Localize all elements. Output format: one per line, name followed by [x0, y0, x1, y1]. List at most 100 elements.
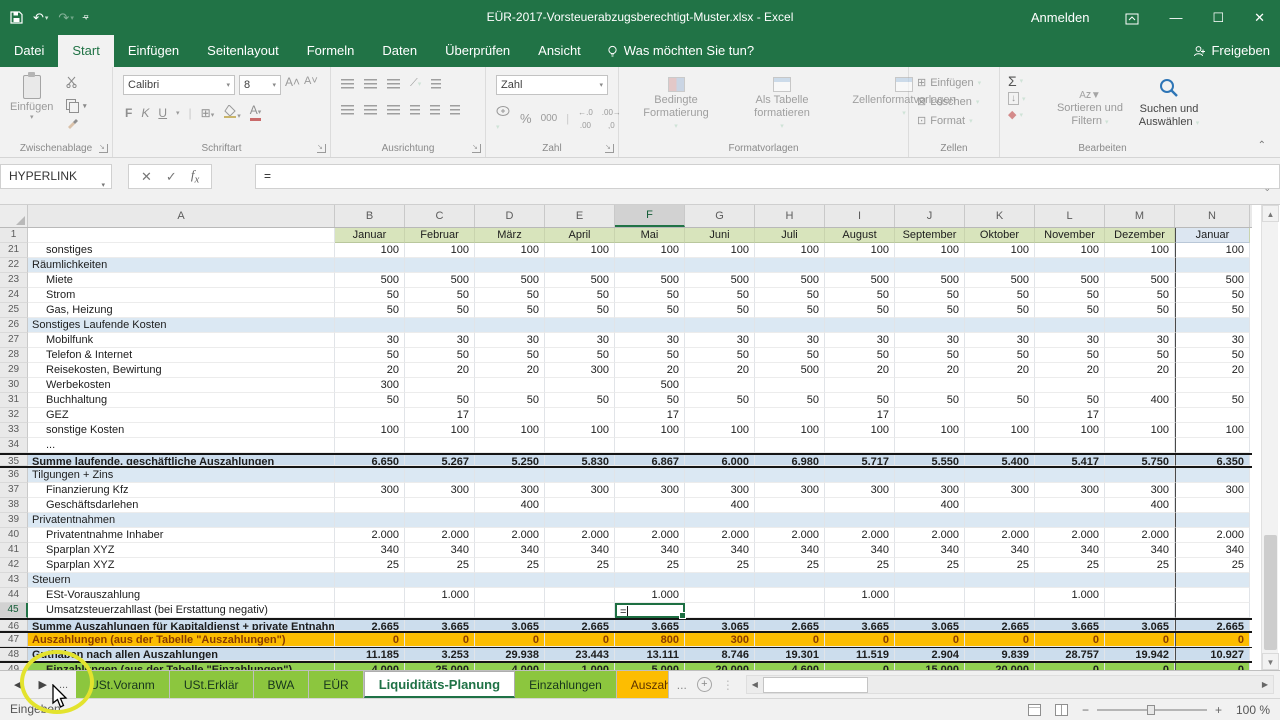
cell-C39[interactable]: [405, 513, 475, 528]
cell-M42[interactable]: 25: [1105, 558, 1175, 573]
cell-K27[interactable]: 30: [965, 333, 1035, 348]
cell-L44[interactable]: 1.000: [1035, 588, 1105, 603]
cell-A45[interactable]: Umsatzsteuerzahllast (bei Erstattung neg…: [28, 603, 335, 618]
cell-A46[interactable]: Summe Auszahlungen für Kapitaldienst + p…: [28, 620, 335, 631]
redo-button[interactable]: ↷ ▾: [58, 9, 74, 25]
cell-B26[interactable]: [335, 318, 405, 333]
cell-B25[interactable]: 50: [335, 303, 405, 318]
cell-J22[interactable]: [895, 258, 965, 273]
cell-C25[interactable]: 50: [405, 303, 475, 318]
cell-B41[interactable]: 340: [335, 543, 405, 558]
cell-A42[interactable]: Sparplan XYZ: [28, 558, 335, 573]
cell-N45[interactable]: [1175, 603, 1250, 618]
cut-icon[interactable]: [66, 75, 79, 93]
cell-J24[interactable]: 50: [895, 288, 965, 303]
cell-E23[interactable]: 500: [545, 273, 615, 288]
cell-G47[interactable]: 300: [685, 633, 755, 647]
cell-I32[interactable]: 17: [825, 408, 895, 423]
sheet-nav-left-icon[interactable]: ◀: [14, 679, 23, 691]
clipboard-dialog-launcher[interactable]: ↘: [99, 144, 108, 153]
sheet-tab-bwa[interactable]: BWA: [253, 671, 310, 698]
cell-E41[interactable]: 340: [545, 543, 615, 558]
cell-E40[interactable]: 2.000: [545, 528, 615, 543]
formula-bar-expand-icon[interactable]: ⌄: [1263, 183, 1271, 193]
cells-format-button[interactable]: ⊡ Format ▾: [917, 114, 973, 128]
cell-E45[interactable]: [545, 603, 615, 618]
cell-J32[interactable]: [895, 408, 965, 423]
align-left-icon[interactable]: [341, 105, 354, 115]
fill-color-icon[interactable]: ▾: [223, 104, 241, 121]
cell-styles-button[interactable]: Zellenformatvorlagen ▾: [845, 77, 963, 133]
cell-I27[interactable]: 30: [825, 333, 895, 348]
cell-C1[interactable]: Februar: [405, 228, 475, 243]
cell-B40[interactable]: 2.000: [335, 528, 405, 543]
grow-font-icon[interactable]: A˄: [285, 75, 301, 89]
cell-N40[interactable]: 2.000: [1175, 528, 1250, 543]
cell-L24[interactable]: 50: [1035, 288, 1105, 303]
cell-E48[interactable]: 23.443: [545, 648, 615, 661]
cell-M26[interactable]: [1105, 318, 1175, 333]
cell-D1[interactable]: März: [475, 228, 545, 243]
cell-N24[interactable]: 50: [1175, 288, 1250, 303]
bold-button[interactable]: F: [125, 106, 133, 120]
horizontal-scrollbar-thumb[interactable]: [762, 677, 868, 693]
cell-F47[interactable]: 800: [615, 633, 685, 647]
cell-J27[interactable]: 30: [895, 333, 965, 348]
cell-G24[interactable]: 50: [685, 288, 755, 303]
align-bottom-icon[interactable]: [387, 78, 400, 89]
cell-F37[interactable]: 300: [615, 483, 685, 498]
column-header-g[interactable]: G: [685, 205, 755, 227]
cell-F35[interactable]: 6.867: [615, 455, 685, 468]
cell-I40[interactable]: 2.000: [825, 528, 895, 543]
enter-icon[interactable]: ✓: [165, 168, 177, 184]
cell-C40[interactable]: 2.000: [405, 528, 475, 543]
cell-M24[interactable]: 50: [1105, 288, 1175, 303]
cell-E31[interactable]: 50: [545, 393, 615, 408]
cell-M32[interactable]: [1105, 408, 1175, 423]
cell-C38[interactable]: [405, 498, 475, 513]
cell-M21[interactable]: 100: [1105, 243, 1175, 258]
cell-M47[interactable]: 0: [1105, 633, 1175, 647]
cell-L29[interactable]: 20: [1035, 363, 1105, 378]
cell-J29[interactable]: 20: [895, 363, 965, 378]
cell-F25[interactable]: 50: [615, 303, 685, 318]
cell-G21[interactable]: 100: [685, 243, 755, 258]
cell-L45[interactable]: [1035, 603, 1105, 618]
cell-G37[interactable]: 300: [685, 483, 755, 498]
cell-I36[interactable]: [825, 468, 895, 483]
row-header-44[interactable]: 44: [0, 588, 28, 603]
cell-I33[interactable]: 100: [825, 423, 895, 438]
cell-C41[interactable]: 340: [405, 543, 475, 558]
cell-A22[interactable]: Räumlichkeiten: [28, 258, 335, 273]
cell-H22[interactable]: [755, 258, 825, 273]
cell-G26[interactable]: [685, 318, 755, 333]
cell-H27[interactable]: 30: [755, 333, 825, 348]
cell-N49[interactable]: 0: [1175, 663, 1250, 670]
cell-N47[interactable]: 0: [1175, 633, 1250, 647]
select-all-corner[interactable]: [0, 205, 28, 227]
cell-H45[interactable]: [755, 603, 825, 618]
cell-D37[interactable]: 300: [475, 483, 545, 498]
cell-M25[interactable]: 50: [1105, 303, 1175, 318]
align-right-icon[interactable]: [387, 105, 400, 115]
cell-C37[interactable]: 300: [405, 483, 475, 498]
cell-F46[interactable]: 3.665: [615, 620, 685, 633]
cell-M39[interactable]: [1105, 513, 1175, 528]
cell-I30[interactable]: [825, 378, 895, 393]
cell-E44[interactable]: [545, 588, 615, 603]
cell-E35[interactable]: 5.830: [545, 455, 615, 468]
cell-M31[interactable]: 400: [1105, 393, 1175, 408]
zoom-out-icon[interactable]: −: [1081, 702, 1089, 717]
cell-M30[interactable]: [1105, 378, 1175, 393]
cell-H37[interactable]: 300: [755, 483, 825, 498]
cell-L32[interactable]: 17: [1035, 408, 1105, 423]
conditional-formatting-button[interactable]: Bedingte Formatierung ▾: [633, 77, 719, 133]
cell-L1[interactable]: November: [1035, 228, 1105, 243]
cell-G31[interactable]: 50: [685, 393, 755, 408]
horizontal-scrollbar[interactable]: ◀ ▶: [745, 675, 1274, 694]
cell-M29[interactable]: 20: [1105, 363, 1175, 378]
cell-J36[interactable]: [895, 468, 965, 483]
cell-K42[interactable]: 25: [965, 558, 1035, 573]
cell-K37[interactable]: 300: [965, 483, 1035, 498]
cell-K38[interactable]: [965, 498, 1035, 513]
